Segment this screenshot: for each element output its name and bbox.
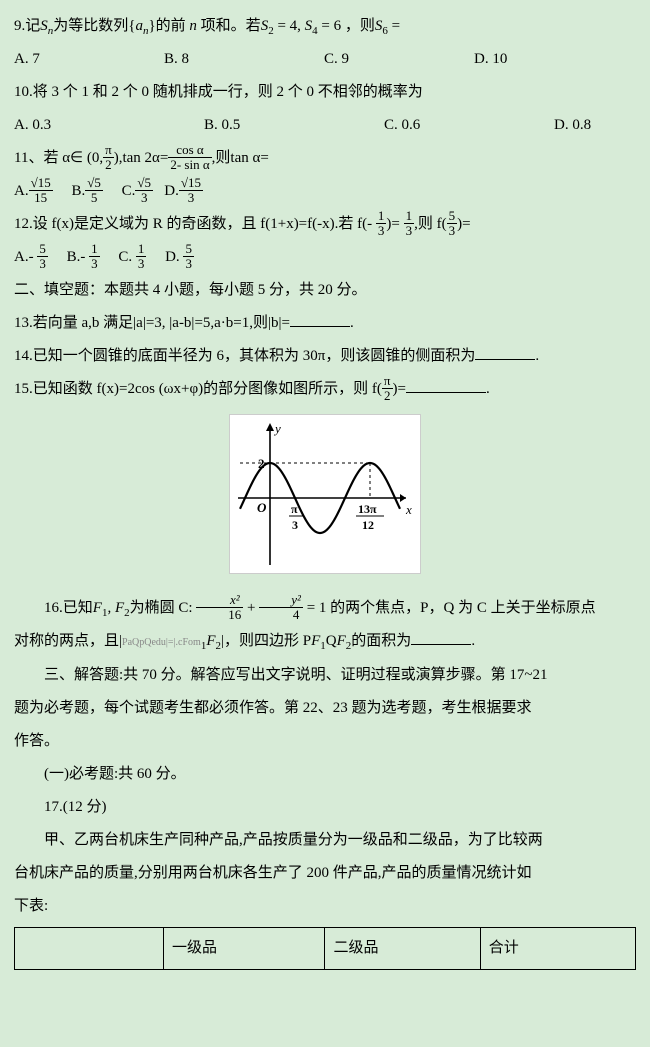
q9-stem: 9.记Sn为等比数列{an}的前 n 项和。若S2 = 4, S4 = 6 ，则… — [14, 10, 636, 43]
q16-stem-line2: 对称的两点，且|PaQpQedu|=|.cFom1F2|，则四边形 PF1QF2… — [14, 625, 636, 658]
q12-options: A.- 53 B.- 13 C. 13 D. 53 — [14, 241, 636, 274]
svg-text:O: O — [257, 500, 267, 515]
q11-opt-a: A.√1515 — [14, 183, 53, 199]
q11-opt-c: C.√53 — [122, 183, 153, 199]
svg-text:y: y — [273, 421, 281, 436]
section3-line1: 三、解答题:共 70 分。解答应写出文字说明、证明过程或演算步骤。第 17~21 — [14, 659, 636, 692]
q12-opt-a: A.- 53 — [14, 249, 48, 265]
svg-text:2: 2 — [258, 456, 265, 471]
q12-opt-c: C. 13 — [118, 249, 146, 265]
q11-opt-d: D.√153 — [164, 183, 203, 199]
table-cell-total: 合计 — [480, 927, 635, 969]
q12-opt-d: D. 53 — [165, 249, 194, 265]
svg-text:13π: 13π — [358, 502, 377, 516]
q10-opt-c: C. 0.6 — [384, 109, 554, 142]
q15-stem: 15.已知函数 f(x)=2cos (ωx+φ)的部分图像如图所示，则 f(π2… — [14, 373, 636, 406]
section3-sub1: (一)必考题:共 60 分。 — [14, 758, 636, 791]
q11-options: A.√1515 B.√55 C.√53 D.√153 — [14, 175, 636, 208]
svg-text:π: π — [291, 502, 298, 516]
q10-stem: 10.将 3 个 1 和 2 个 0 随机排成一行，则 2 个 0 不相邻的概率… — [14, 76, 636, 109]
q17-para1: 甲、乙两台机床生产同种产品,产品按质量分为一级品和二级品，为了比较两 — [14, 824, 636, 857]
q12-opt-b: B.- 13 — [67, 249, 100, 265]
q15-chart: y x 2 Oπ 3 13π 12 — [229, 414, 421, 574]
q11-opt-b: B.√55 — [71, 183, 102, 199]
watermark-text: PaQpQedu|=|.cFom — [122, 637, 201, 648]
table-cell-blank — [15, 927, 164, 969]
table-cell-grade2: 二级品 — [325, 927, 480, 969]
svg-text:x: x — [405, 502, 412, 517]
q9-opt-a: A. 7 — [14, 43, 164, 76]
svg-text:3: 3 — [292, 518, 298, 532]
section3-line3: 作答。 — [14, 725, 636, 758]
q10-opt-a: A. 0.3 — [14, 109, 204, 142]
q17-table: 一级品 二级品 合计 — [14, 927, 636, 970]
q14-blank — [475, 359, 535, 360]
q9-opt-d: D. 10 — [474, 43, 507, 76]
q17-para3: 下表: — [14, 890, 636, 923]
q16-stem-line1: 16.已知F1, F2为椭圆 C: x²16 + y²4 = 1 的两个焦点，P… — [14, 592, 636, 625]
q9-opt-c: C. 9 — [324, 43, 474, 76]
svg-text:12: 12 — [362, 518, 374, 532]
q11-stem: 11、若 α∈ (0,π2),tan 2α=cos α2- sin α,则tan… — [14, 142, 636, 175]
table-cell-grade1: 一级品 — [164, 927, 325, 969]
q16-blank — [411, 644, 471, 645]
q9-opt-b: B. 8 — [164, 43, 324, 76]
q15-blank — [406, 392, 486, 393]
q13-stem: 13.若向量 a,b 满足|a|=3, |a-b|=5,a·b=1,则|b|=. — [14, 307, 636, 340]
q10-opt-b: B. 0.5 — [204, 109, 384, 142]
section3-line2: 题为必考题，每个试题考生都必须作答。第 22、23 题为选考题，考生根据要求 — [14, 692, 636, 725]
table-row: 一级品 二级品 合计 — [15, 927, 636, 969]
q17-heading: 17.(12 分) — [14, 791, 636, 824]
q14-stem: 14.已知一个圆锥的底面半径为 6，其体积为 30π，则该圆锥的侧面积为. — [14, 340, 636, 373]
q12-stem: 12.设 f(x)是定义域为 R 的奇函数，且 f(1+x)=f(-x).若 f… — [14, 208, 636, 241]
q17-para2: 台机床产品的质量,分别用两台机床各生产了 200 件产品,产品的质量情况统计如 — [14, 857, 636, 890]
q10-options: A. 0.3 B. 0.5 C. 0.6 D. 0.8 — [14, 109, 636, 142]
q10-opt-d: D. 0.8 — [554, 109, 591, 142]
section2-heading: 二、填空题：本题共 4 小题，每小题 5 分，共 20 分。 — [14, 274, 636, 307]
q9-options: A. 7 B. 8 C. 9 D. 10 — [14, 43, 636, 76]
q13-blank — [290, 326, 350, 327]
